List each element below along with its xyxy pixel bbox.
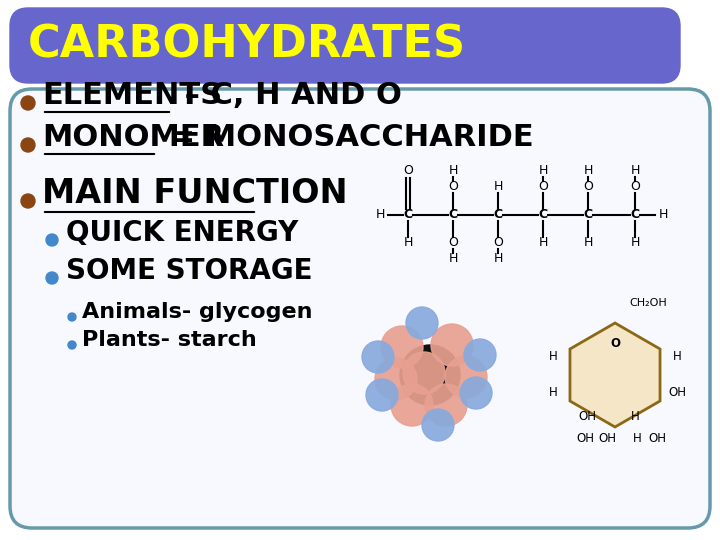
FancyBboxPatch shape <box>10 8 680 83</box>
Text: OH: OH <box>576 433 594 446</box>
Polygon shape <box>570 323 660 427</box>
Text: O: O <box>493 237 503 249</box>
Text: H: H <box>403 237 413 249</box>
Circle shape <box>21 138 35 152</box>
Text: ELEMENTS: ELEMENTS <box>42 81 222 110</box>
Circle shape <box>460 377 492 409</box>
Text: H: H <box>539 165 548 178</box>
Text: = MONOSACCHARIDE: = MONOSACCHARIDE <box>159 123 534 152</box>
Circle shape <box>445 356 487 398</box>
Text: H: H <box>549 387 557 400</box>
Text: H: H <box>631 410 639 423</box>
Text: C: C <box>449 208 458 221</box>
Circle shape <box>68 313 76 321</box>
Text: CARBOHYDRATES: CARBOHYDRATES <box>28 24 466 67</box>
Text: H: H <box>539 237 548 249</box>
Circle shape <box>21 194 35 208</box>
Text: H: H <box>549 350 557 363</box>
Text: O: O <box>630 180 640 193</box>
Text: H: H <box>583 237 593 249</box>
Text: QUICK ENERGY: QUICK ENERGY <box>66 219 298 247</box>
Text: O: O <box>538 180 548 193</box>
Text: C: C <box>539 208 548 221</box>
Circle shape <box>400 345 460 405</box>
Text: H: H <box>493 180 503 193</box>
Text: O: O <box>448 180 458 193</box>
Text: MAIN FUNCTION: MAIN FUNCTION <box>42 177 348 210</box>
Text: H: H <box>375 208 384 221</box>
Circle shape <box>375 358 417 400</box>
Text: C: C <box>583 208 593 221</box>
Text: Plants- starch: Plants- starch <box>82 330 257 350</box>
Text: C: C <box>493 208 503 221</box>
Text: C: C <box>631 208 639 221</box>
Text: O: O <box>583 180 593 193</box>
Circle shape <box>381 326 423 368</box>
Text: OH: OH <box>598 433 616 446</box>
Text: H: H <box>672 350 681 363</box>
Circle shape <box>366 379 398 411</box>
Text: – C, H AND O: – C, H AND O <box>174 81 402 110</box>
Circle shape <box>431 324 473 366</box>
Circle shape <box>391 384 433 426</box>
Circle shape <box>422 409 454 441</box>
Circle shape <box>406 307 438 339</box>
Text: CH₂OH: CH₂OH <box>629 298 667 308</box>
Circle shape <box>425 384 467 426</box>
Text: Animals- glycogen: Animals- glycogen <box>82 302 312 322</box>
Text: H: H <box>630 165 639 178</box>
Text: O: O <box>403 165 413 178</box>
Text: H: H <box>630 237 639 249</box>
Circle shape <box>464 339 496 371</box>
Circle shape <box>46 234 58 246</box>
Text: H: H <box>658 208 667 221</box>
Text: H: H <box>633 433 642 446</box>
Circle shape <box>68 341 76 349</box>
Text: OH: OH <box>648 433 666 446</box>
Text: H: H <box>583 165 593 178</box>
FancyBboxPatch shape <box>10 89 710 528</box>
Text: OH: OH <box>668 387 686 400</box>
Circle shape <box>21 96 35 110</box>
Circle shape <box>46 272 58 284</box>
Circle shape <box>362 341 394 373</box>
Text: MONOMER: MONOMER <box>42 123 224 152</box>
Text: H: H <box>449 165 458 178</box>
Text: C: C <box>403 208 413 221</box>
Text: O: O <box>610 338 620 350</box>
Text: OH: OH <box>578 410 596 423</box>
Text: O: O <box>448 237 458 249</box>
Text: H: H <box>449 253 458 266</box>
Circle shape <box>403 352 445 394</box>
Text: H: H <box>493 253 503 266</box>
Text: SOME STORAGE: SOME STORAGE <box>66 257 312 285</box>
